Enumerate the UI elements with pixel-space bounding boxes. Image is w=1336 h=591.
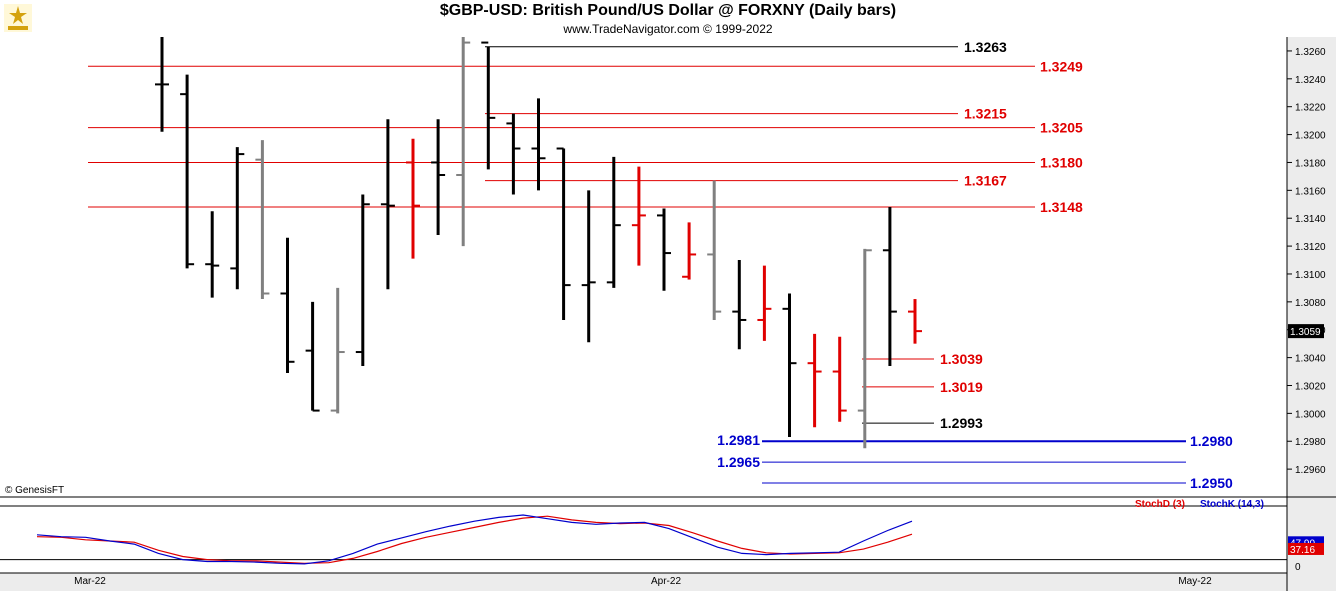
y-tick-label: 1.3160 [1295, 186, 1326, 197]
y-tick-label: 1.3120 [1295, 242, 1326, 253]
stochd-legend: StochD (3) [1135, 499, 1185, 510]
x-axis-panel [0, 573, 1287, 591]
level-label: 1.2993 [940, 415, 983, 431]
y-tick-label: 1.3200 [1295, 131, 1326, 142]
x-axis-label: May-22 [1178, 576, 1212, 587]
ohlc-bar [431, 119, 446, 235]
level-label: 1.3039 [940, 351, 983, 367]
ohlc-bar [531, 98, 546, 191]
chart-title: $GBP-USD: British Pound/US Dollar @ FORX… [439, 2, 897, 19]
y-tick-label: 1.3040 [1295, 354, 1326, 365]
ohlc-bar [456, 37, 471, 247]
ohlc-bar [155, 37, 169, 132]
x-axis-label: Mar-22 [74, 576, 106, 587]
level-label: 1.3148 [1040, 199, 1083, 215]
ohlc-bar [857, 248, 872, 449]
ohlc-bar [506, 113, 521, 195]
ohlc-bar [908, 299, 922, 344]
ohlc-bar [305, 301, 320, 412]
last-price-label: 1.3059 [1290, 327, 1321, 338]
ohlc-bar [406, 138, 420, 259]
y-tick-label: 1.3240 [1295, 75, 1326, 86]
chart-subtitle: www.TradeNavigator.com © 1999-2022 [563, 22, 773, 36]
level-label: 1.2980 [1190, 433, 1233, 449]
ohlc-bar [481, 41, 496, 170]
stochd-value-box [1288, 542, 1324, 555]
level-label: 1.2950 [1190, 475, 1233, 491]
stochd-line [36, 515, 913, 564]
ohlc-bar [581, 190, 596, 343]
x-axis-label: Apr-22 [651, 576, 681, 587]
ohlc-bar [631, 166, 646, 266]
ohlc-bar [832, 336, 847, 422]
level-label: 1.3249 [1040, 58, 1083, 74]
ohlc-bar [732, 260, 747, 350]
level-label: 1.3205 [1040, 120, 1083, 136]
ohlc-bar [782, 293, 797, 438]
genesis-logo-icon [3, 3, 33, 38]
level-label: 1.2981 [717, 432, 760, 448]
y-tick-label: 1.3080 [1295, 298, 1326, 309]
y-tick-label: 1.2980 [1295, 437, 1326, 448]
ohlc-bar [330, 287, 345, 414]
ohlc-bar [355, 194, 370, 366]
ohlc-bar [682, 222, 697, 280]
ohlc-bar [807, 333, 822, 428]
ohlc-bar [556, 147, 571, 320]
last-price-box [1288, 324, 1324, 339]
level-label: 1.2965 [717, 454, 760, 470]
y-axis-panel [1287, 37, 1336, 591]
level-label: 1.3215 [964, 106, 1007, 122]
stoch-y-tick: 0 [1295, 562, 1301, 573]
y-tick-label: 1.3020 [1295, 381, 1326, 392]
y-tick-label: 1.3140 [1295, 214, 1326, 225]
data-credit: © GenesisFT [5, 485, 65, 496]
level-label: 1.3167 [964, 173, 1007, 189]
ohlc-bar [707, 180, 722, 320]
ohlc-bar [255, 140, 270, 300]
ohlc-bar [180, 74, 195, 269]
level-label: 1.3263 [964, 39, 1007, 55]
level-label: 1.3180 [1040, 154, 1083, 170]
stochk-line [36, 514, 913, 565]
y-tick-label: 1.3180 [1295, 158, 1326, 169]
y-tick-label: 1.3260 [1295, 47, 1326, 58]
level-label: 1.3019 [940, 379, 983, 395]
y-tick-label: 1.3220 [1295, 103, 1326, 114]
y-tick-label: 1.3100 [1295, 270, 1326, 281]
stochd-value-label: 37.16 [1290, 545, 1315, 556]
stochk-legend: StochK (14,3) [1200, 499, 1264, 510]
y-tick-label: 1.3000 [1295, 409, 1326, 420]
y-tick-label: 1.2960 [1295, 465, 1326, 476]
ohlc-bar [280, 237, 295, 373]
ohlc-bar [606, 156, 621, 288]
ohlc-bar [657, 208, 671, 291]
ohlc-bar [380, 119, 395, 290]
ohlc-bar [882, 207, 897, 366]
ohlc-bar [230, 147, 245, 290]
ohlc-bar [205, 211, 220, 298]
ohlc-bar [757, 265, 772, 341]
